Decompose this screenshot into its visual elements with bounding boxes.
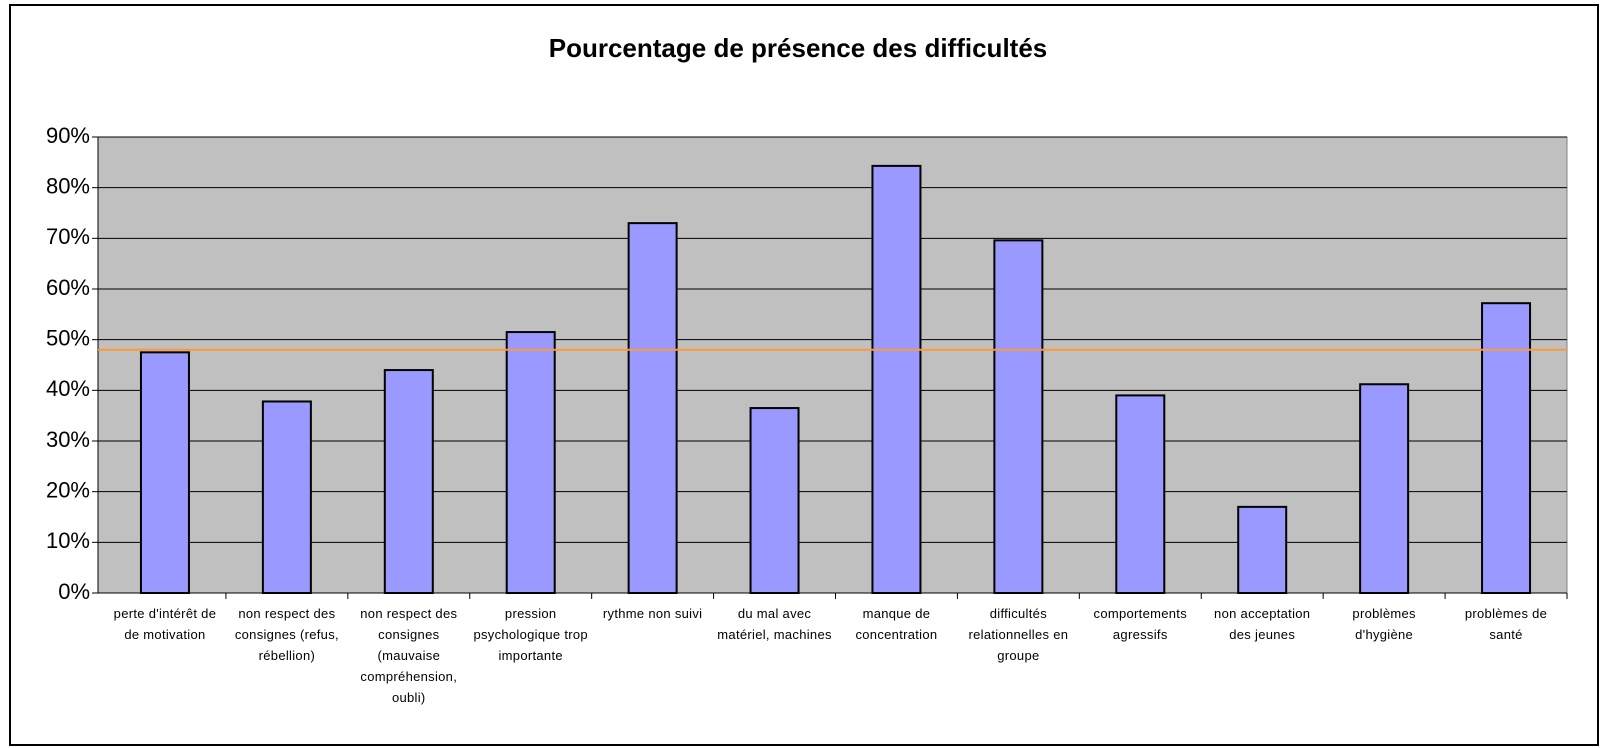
bar [261,400,312,595]
x-tick-label: manque de concentration [855,606,938,642]
y-tick-label: 70% [46,224,90,249]
x-tick-label: du mal avec matériel, machines [717,606,832,642]
x-tick-label: difficultés relationnelles en groupe [968,606,1069,663]
chart-title: Pourcentage de présence des difficultés [549,33,1048,63]
plot-area [97,136,1568,594]
y-tick-label: 50% [46,325,90,350]
bar [383,369,434,595]
bar [1359,383,1410,594]
bar [1237,505,1288,594]
x-tick-label: non respect des consignes (refus, rébell… [234,606,339,663]
y-tick-label: 30% [46,427,90,452]
x-tick-label: pression psychologique trop importante [473,606,588,663]
x-tick-label: non respect des consignes (mauvaise comp… [360,606,458,705]
y-tick-label: 0% [58,579,90,604]
x-tick-label: non acceptation des jeunes [1214,606,1311,642]
bar [627,222,678,594]
bar [871,164,922,594]
x-tick-label: comportements agressifs [1093,606,1188,642]
x-tick-label: rythme non suivi [602,606,703,621]
x-tick-label: problèmes de santé [1464,606,1548,642]
y-tick-label: 40% [46,376,90,401]
bar [749,407,800,595]
y-tick-label: 80% [46,173,90,198]
y-tick-label: 10% [46,528,90,553]
bar [993,239,1044,595]
bar [139,351,190,595]
bar [1115,394,1166,594]
x-tick-label: problèmes d'hygiène [1352,606,1416,642]
x-tick-label: perte d'intérêt de de motivation [113,606,217,642]
bar [505,331,556,594]
bar [1481,302,1532,594]
y-tick-label: 20% [46,477,90,502]
y-tick-label: 90% [46,123,90,148]
y-tick-label: 60% [46,275,90,300]
